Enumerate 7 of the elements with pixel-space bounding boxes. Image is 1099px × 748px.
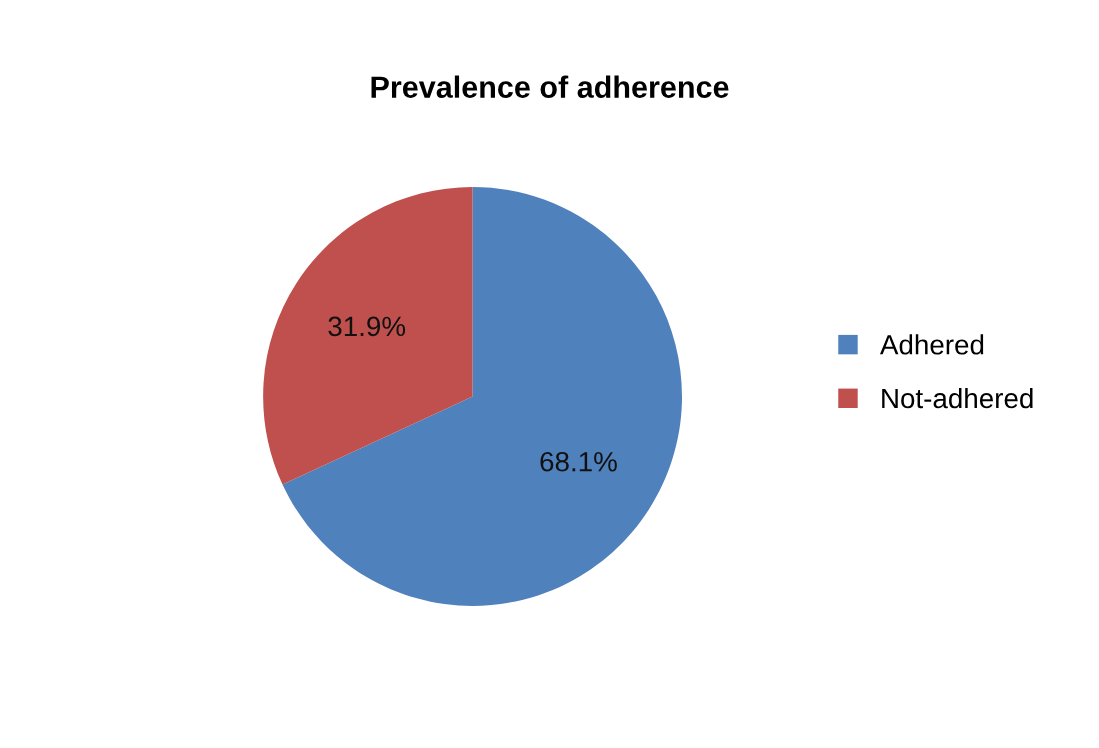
pie-slice [282,187,682,606]
chart-title: Prevalence of adherence [371,75,729,98]
legend-label: Not-adhered [882,387,1033,409]
pie-slice [263,187,473,485]
data-label: 68.1% [540,451,617,472]
legend-label: Adhered [879,334,984,355]
data-label: 31.9% [328,316,406,337]
